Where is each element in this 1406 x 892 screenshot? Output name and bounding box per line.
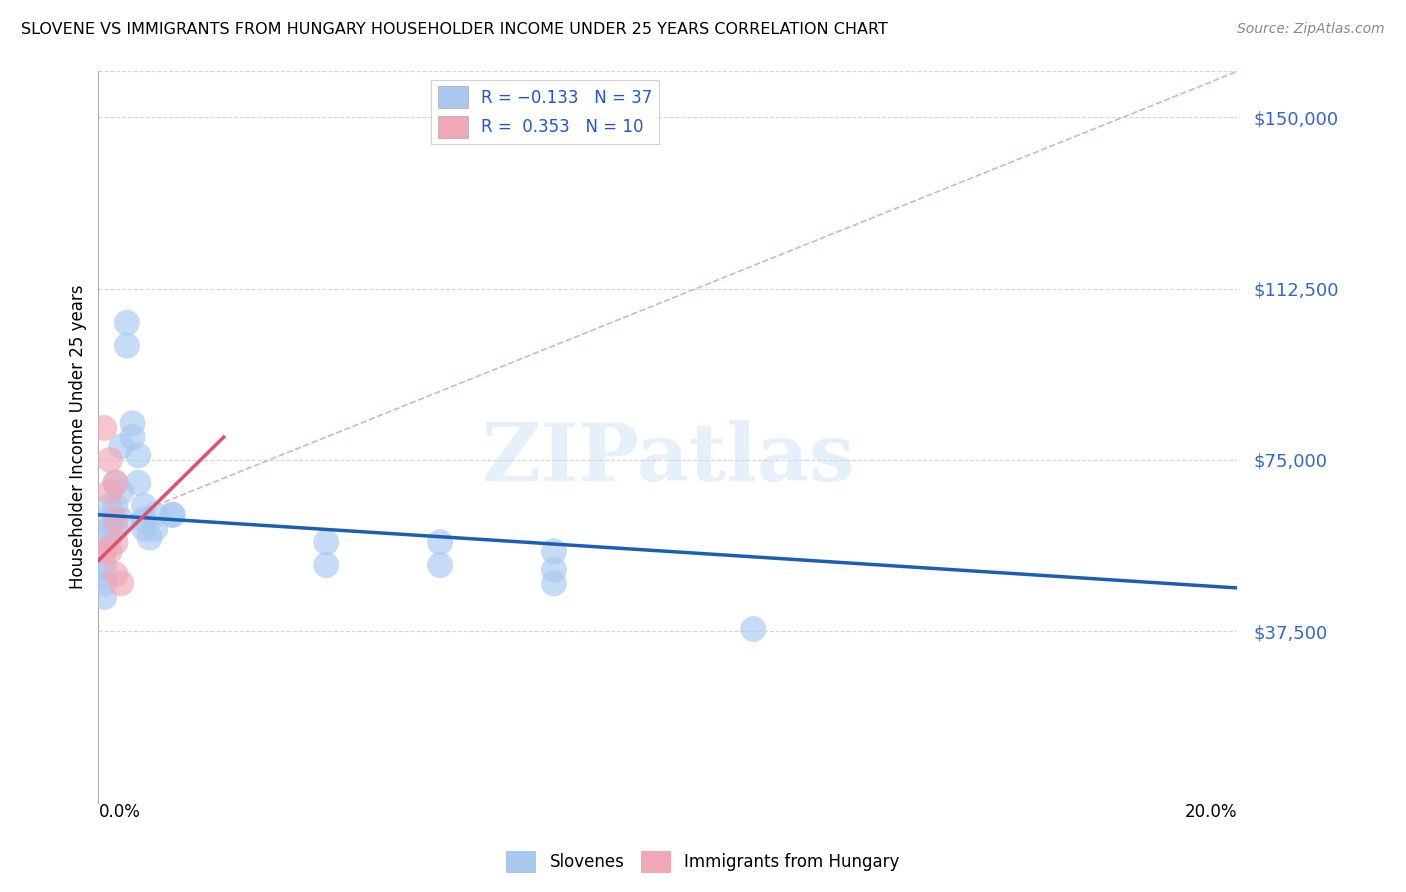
Point — [145, 508, 167, 522]
Point — [98, 453, 121, 467]
Point — [104, 512, 127, 526]
Text: SLOVENE VS IMMIGRANTS FROM HUNGARY HOUSEHOLDER INCOME UNDER 25 YEARS CORRELATION: SLOVENE VS IMMIGRANTS FROM HUNGARY HOUSE… — [21, 22, 889, 37]
Y-axis label: Householder Income Under 25 years: Householder Income Under 25 years — [69, 285, 87, 590]
Point — [104, 567, 127, 582]
Point — [132, 499, 155, 513]
Point — [93, 544, 115, 558]
Text: 0.0%: 0.0% — [98, 803, 141, 821]
Point — [429, 558, 451, 573]
Point — [98, 521, 121, 535]
Point — [162, 508, 184, 522]
Point — [543, 563, 565, 577]
Point — [127, 475, 149, 490]
Point — [98, 512, 121, 526]
Point — [121, 430, 143, 444]
Point — [93, 421, 115, 435]
Text: 20.0%: 20.0% — [1185, 803, 1237, 821]
Point — [315, 558, 337, 573]
Point — [145, 521, 167, 535]
Point — [162, 508, 184, 522]
Point — [543, 576, 565, 591]
Point — [98, 531, 121, 545]
Point — [93, 567, 115, 582]
Point — [132, 512, 155, 526]
Point — [93, 590, 115, 604]
Point — [315, 535, 337, 549]
Legend: R = −0.133   N = 37, R =  0.353   N = 10: R = −0.133 N = 37, R = 0.353 N = 10 — [432, 79, 659, 145]
Point — [93, 544, 115, 558]
Point — [104, 475, 127, 490]
Point — [115, 338, 138, 352]
Point — [104, 521, 127, 535]
Point — [104, 475, 127, 490]
Point — [110, 512, 132, 526]
Point — [742, 622, 765, 636]
Point — [93, 558, 115, 573]
Point — [110, 576, 132, 591]
Point — [132, 521, 155, 535]
Point — [98, 484, 121, 499]
Point — [110, 484, 132, 499]
Point — [104, 535, 127, 549]
Point — [429, 535, 451, 549]
Point — [98, 544, 121, 558]
Point — [127, 448, 149, 462]
Point — [121, 417, 143, 431]
Text: Source: ZipAtlas.com: Source: ZipAtlas.com — [1237, 22, 1385, 37]
Point — [138, 531, 160, 545]
Text: ZIPatlas: ZIPatlas — [482, 420, 853, 498]
Legend: Slovenes, Immigrants from Hungary: Slovenes, Immigrants from Hungary — [499, 845, 907, 880]
Point — [93, 576, 115, 591]
Point — [110, 439, 132, 453]
Point — [543, 544, 565, 558]
Point — [98, 499, 121, 513]
Point — [104, 499, 127, 513]
Point — [115, 316, 138, 330]
